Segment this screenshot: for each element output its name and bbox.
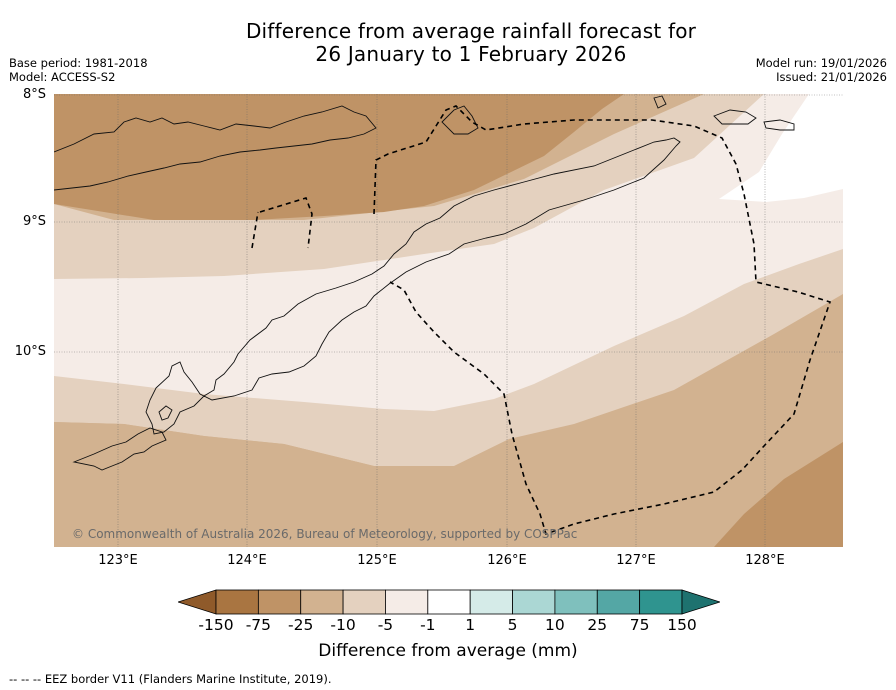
colorbar-segment <box>639 589 683 615</box>
colorbar-tick-label: 25 <box>587 616 608 634</box>
colorbar-extend-high <box>681 589 720 615</box>
colorbar-legend <box>178 589 720 615</box>
colorbar-title: Difference from average (mm) <box>318 641 578 661</box>
colorbar-tick-label: -1 <box>420 616 436 634</box>
colorbar-segment <box>596 589 641 615</box>
band-75-to-25-south <box>714 442 843 547</box>
colorbar-segment <box>512 589 556 615</box>
band-5-to-1 <box>54 94 843 411</box>
lat-label-9s: 9°S <box>22 214 46 229</box>
colorbar-segment <box>427 589 471 615</box>
lon-label-127e: 127°E <box>616 553 656 568</box>
model-run: Model run: 19/01/2026 <box>755 56 887 70</box>
run-info: Model run: 19/01/2026 Issued: 21/01/2026 <box>756 56 887 84</box>
lon-label-128e: 128°E <box>745 553 785 568</box>
model-info: Base period: 1981-2018 Model: ACCESS-S2 <box>9 56 148 84</box>
lat-label-10s: 10°S <box>14 344 46 359</box>
forecast-map <box>54 94 843 547</box>
lon-label-123e: 123°E <box>98 553 138 568</box>
eez-footnote: -- -- -- EEZ border V11 (Flanders Marine… <box>9 672 332 686</box>
colorbar-tick-label: -150 <box>198 616 234 634</box>
band-1-to-1 <box>719 94 843 202</box>
rote-island <box>158 405 173 421</box>
model-name: Model: ACCESS-S2 <box>9 70 116 84</box>
lat-label-8s: 8°S <box>22 87 46 102</box>
colorbar-tick-label: 10 <box>545 616 565 634</box>
colorbar-segment <box>300 589 344 615</box>
colorbar-extend-low <box>178 589 217 615</box>
leti-island <box>763 119 795 131</box>
map-title: Difference from average rainfall forecas… <box>0 20 896 66</box>
colorbar-tick-label: 5 <box>507 616 518 634</box>
copyright-notice: © Commonwealth of Australia 2026, Bureau… <box>72 527 578 541</box>
base-period: Base period: 1981-2018 <box>9 56 148 70</box>
lon-label-124e: 124°E <box>227 553 267 568</box>
lon-label-125e: 125°E <box>357 553 397 568</box>
issued-date: Issued: 21/01/2026 <box>776 70 887 84</box>
semau-island <box>72 427 167 471</box>
alor-islands <box>54 105 377 191</box>
colorbar-segment <box>554 589 598 615</box>
colorbar-tick-label: -75 <box>245 616 272 634</box>
colorbar-segment <box>342 589 386 615</box>
title-line-2: 26 January to 1 February 2026 <box>315 42 627 66</box>
colorbar-segment <box>385 589 429 615</box>
colorbar-tick-label: 1 <box>465 616 476 634</box>
kisar-island <box>713 109 757 125</box>
timor-island <box>145 137 681 435</box>
colorbar-segment <box>257 589 302 615</box>
lon-label-126e: 126°E <box>487 553 527 568</box>
graticule <box>54 94 843 547</box>
eez-border <box>251 105 832 536</box>
title-line-1: Difference from average rainfall forecas… <box>245 19 697 43</box>
band-75-to-25-north <box>54 94 624 220</box>
colorbar-tick-label: -25 <box>288 616 314 634</box>
colorbar-tick-label: -10 <box>330 616 356 634</box>
colorbar-tick-label: 75 <box>629 616 650 634</box>
colorbar-segment <box>469 589 513 615</box>
wetar-island <box>441 105 479 135</box>
colorbar-tick-label: -5 <box>377 616 394 634</box>
colorbar-tick-label: 150 <box>667 616 697 634</box>
atauro-island <box>653 95 667 109</box>
colorbar-segment <box>215 589 259 615</box>
